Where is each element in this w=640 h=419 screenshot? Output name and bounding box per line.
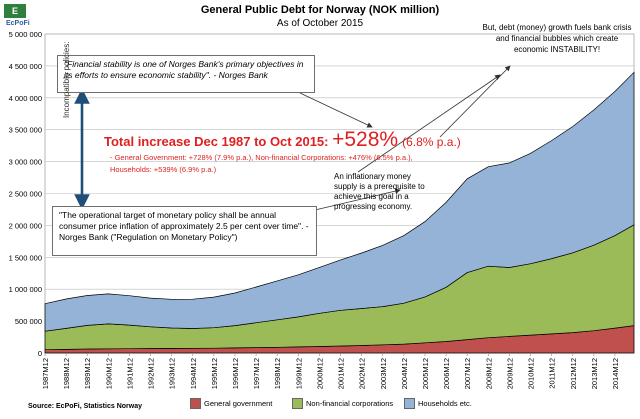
x-tick-label: 2007M12 [463, 358, 472, 389]
x-tick-label: 1996M12 [231, 358, 240, 389]
arrow-annotation-to-top [357, 74, 501, 173]
source-note: Source: EcPoFi, Statistics Norway [28, 403, 142, 410]
legend-item-general-government: General government [190, 398, 272, 409]
y-tick-label: 1 000 000 [9, 285, 42, 294]
headline-percent: +528% [332, 128, 399, 151]
arrow-headline-to-top [439, 65, 511, 138]
arrow-quote2-to-annotation [314, 188, 401, 211]
financial-stability-quote: "Financial stability is one of Norges Ba… [57, 55, 315, 93]
y-tick-label: 500 000 [15, 317, 42, 326]
legend-swatch-non-financial-corporations [292, 398, 303, 409]
y-tick-label: 1 500 000 [9, 253, 42, 262]
x-tick-label: 1987M12 [41, 358, 50, 389]
y-tick-label: 4 500 000 [9, 62, 42, 71]
ecpofi-logo: E [4, 4, 26, 18]
total-increase-headline: Total increase Dec 1987 to Oct 2015: +52… [104, 128, 461, 152]
x-tick-label: 1989M12 [83, 358, 92, 389]
x-tick-label: 1993M12 [168, 358, 177, 389]
x-tick-label: 1991M12 [125, 358, 134, 389]
headline-prefix: Total increase Dec 1987 to Oct 2015: [104, 134, 333, 149]
x-tick-label: 1998M12 [273, 358, 282, 389]
x-tick-label: 2011M12 [548, 358, 557, 389]
x-tick-label: 1994M12 [189, 358, 198, 389]
legend-item-non-financial-corporations: Non-financial corporations [292, 398, 393, 409]
headline-per-annum: (6.8% p.a.) [402, 135, 461, 149]
y-tick-label: 2 500 000 [9, 190, 42, 199]
x-tick-label: 1992M12 [147, 358, 156, 389]
x-tick-label: 1995M12 [210, 358, 219, 389]
area-series-households [44, 71, 635, 332]
x-tick-label: 2013M12 [590, 358, 599, 389]
x-tick-label: 2008M12 [484, 358, 493, 389]
y-tick-label: 4 000 000 [9, 94, 42, 103]
x-tick-label: 2009M12 [505, 358, 514, 389]
x-tick-label: 2000M12 [315, 358, 324, 389]
inflationary-money-annotation: An inflationary money supply is a prereq… [334, 172, 425, 211]
x-tick-label: 1999M12 [294, 358, 303, 389]
arrow-quote1-to-headline [299, 92, 373, 128]
legend-label: General government [204, 399, 273, 408]
legend-item-households: Households etc. [404, 398, 472, 409]
chart-title: General Public Debt for Norway (NOK mill… [200, 4, 440, 16]
x-tick-label: 2003M12 [379, 358, 388, 389]
y-tick-label: 3 500 000 [9, 126, 42, 135]
x-tick-label: 2010M12 [527, 358, 536, 389]
legend-swatch-general-government [190, 398, 201, 409]
x-tick-label: 2012M12 [569, 358, 578, 389]
chart-subtitle: As of October 2015 [276, 18, 364, 29]
x-tick-label: 1990M12 [104, 358, 113, 389]
legend-label: Households etc. [418, 399, 472, 408]
x-tick-label: 2004M12 [400, 358, 409, 389]
x-tick-label: 1988M12 [62, 358, 71, 389]
breakdown-line-1: - General Government: +728% (7.9% p.a.),… [110, 153, 413, 162]
inflation-target-quote: "The operational target of monetary poli… [52, 206, 317, 256]
incompatible-policies-label: Incompatible policies: [62, 41, 71, 118]
ecpofi-logo-text: EcPoFi [6, 20, 30, 27]
x-tick-label: 2006M12 [442, 358, 451, 389]
y-tick-label: 3 000 000 [9, 158, 42, 167]
x-tick-label: 2014M12 [611, 358, 620, 389]
instability-annotation: But, debt (money) growth fuels bank cris… [482, 23, 632, 54]
y-tick-label: 5 000 000 [9, 30, 42, 39]
y-tick-label: 0 [38, 349, 42, 358]
x-tick-label: 2002M12 [358, 358, 367, 389]
legend-swatch-households [404, 398, 415, 409]
breakdown-line-2: Households: +539% (6.9% p.a.) [110, 165, 217, 174]
legend-label: Non-financial corporations [306, 399, 394, 408]
x-tick-label: 2001M12 [337, 358, 346, 389]
x-tick-label: 2005M12 [421, 358, 430, 389]
x-tick-label: 1997M12 [252, 358, 261, 389]
y-tick-label: 2 000 000 [9, 221, 42, 230]
